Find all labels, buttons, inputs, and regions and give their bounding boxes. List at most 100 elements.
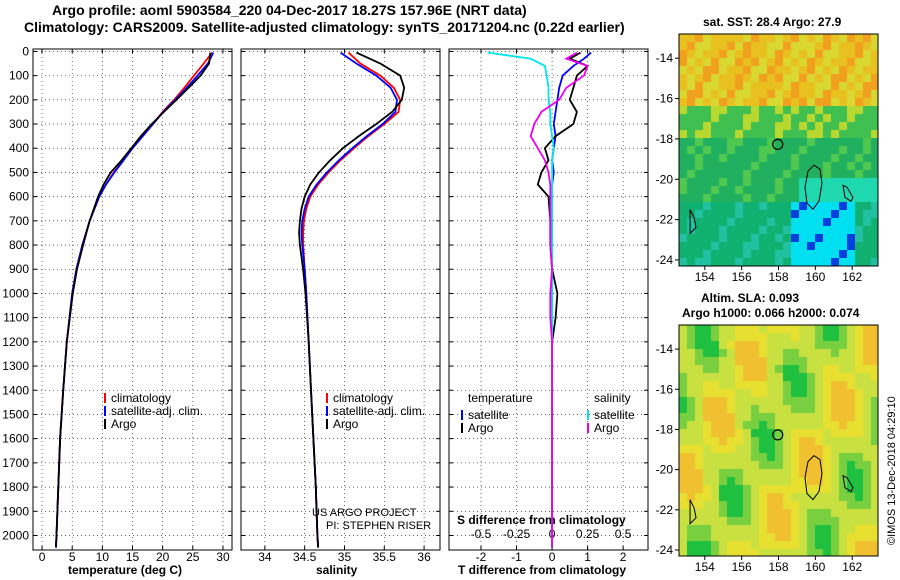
map-cell (695, 453, 703, 461)
map-cell (815, 90, 823, 98)
map-cell (863, 429, 871, 437)
map-cell (783, 461, 791, 469)
map-cell (767, 549, 775, 556)
map-cell (871, 517, 878, 525)
map-cell (767, 437, 775, 445)
map-cell (871, 50, 878, 58)
map-cell (823, 397, 831, 405)
map-cell (759, 333, 767, 341)
map-cell (791, 226, 799, 234)
map-cell (711, 509, 719, 517)
map-cell (839, 154, 847, 162)
map-cell (751, 341, 759, 349)
map-cell (823, 373, 831, 381)
map-cell (735, 397, 743, 405)
map-cell (703, 533, 711, 541)
map-cell (743, 373, 751, 381)
x-tick-label: -2 (476, 550, 487, 564)
map-cell (719, 517, 727, 525)
map-cell (711, 453, 719, 461)
map-cell (735, 437, 743, 445)
map-cell (759, 389, 767, 397)
map-cell (767, 122, 775, 130)
map-cell (695, 421, 703, 429)
map-cell (799, 469, 807, 477)
map-cell (703, 226, 711, 234)
map-cell (831, 74, 839, 82)
map-cell (791, 429, 799, 437)
series-line-salinity-argo (529, 51, 589, 548)
map-cell (823, 66, 831, 74)
map-cell (727, 461, 735, 469)
map-cell (759, 437, 767, 445)
map-cell (839, 325, 847, 333)
map-cell (831, 325, 839, 333)
map-cell (815, 525, 823, 533)
map-cell (735, 501, 743, 509)
map-cell (783, 202, 791, 210)
map-cell (759, 341, 767, 349)
map-cell (791, 178, 799, 186)
map-cell (863, 50, 871, 58)
map-cell (719, 146, 727, 154)
map-cell (743, 82, 751, 90)
map-cell (815, 477, 823, 485)
map-cell (679, 357, 687, 365)
map-cell (719, 357, 727, 365)
map-cell (759, 66, 767, 74)
map-cell (783, 501, 791, 509)
map-cell (855, 162, 863, 170)
map-cell (823, 146, 831, 154)
map-cell (735, 541, 743, 549)
map-cell (719, 445, 727, 453)
map-cell (847, 250, 855, 258)
coastline (689, 209, 697, 235)
depth-tick-label: 800 (9, 238, 29, 252)
map-cell (719, 66, 727, 74)
map-cell (855, 325, 863, 333)
map-cell (695, 66, 703, 74)
map-cell (687, 210, 695, 218)
map-cell (823, 541, 831, 549)
map-cell (863, 130, 871, 138)
map-cell (767, 186, 775, 194)
map-cell (775, 421, 783, 429)
map-cell (791, 146, 799, 154)
salinity_profile-panel: 34 34.5 35 35.5 36 (240, 48, 441, 564)
map-cell (831, 122, 839, 130)
map-cell (871, 106, 878, 114)
map-cell (751, 122, 759, 130)
map-cell (679, 525, 687, 533)
map-cell (703, 138, 711, 146)
map-cell (727, 178, 735, 186)
map-cell (687, 517, 695, 525)
map-cell (815, 210, 823, 218)
map-y-tick-label: -24 (656, 543, 674, 557)
map-cell (799, 194, 807, 202)
map-cell (743, 130, 751, 138)
map-cell (767, 58, 775, 66)
map-cell (743, 405, 751, 413)
map-cell (823, 210, 831, 218)
map-cell (703, 74, 711, 82)
map-cell (735, 445, 743, 453)
map-cell (855, 50, 863, 58)
map-cell (719, 114, 727, 122)
map-cell (807, 194, 815, 202)
map-cell (871, 421, 878, 429)
map-cell (799, 485, 807, 493)
map-cell (719, 549, 727, 556)
map-cell (855, 501, 863, 509)
map-cell (823, 365, 831, 373)
map-cell (847, 114, 855, 122)
map-cell (807, 437, 815, 445)
map-cell (847, 146, 855, 154)
map-cell (791, 405, 799, 413)
sla_map: 154 156 158 160 162-14-16-18-20-22-24 (656, 324, 879, 574)
map-cell (823, 234, 831, 242)
map-cell (687, 349, 695, 357)
map-cell (799, 154, 807, 162)
map-cell (831, 250, 839, 258)
depth-tick-label: 1300 (2, 359, 29, 373)
map-cell (695, 501, 703, 509)
